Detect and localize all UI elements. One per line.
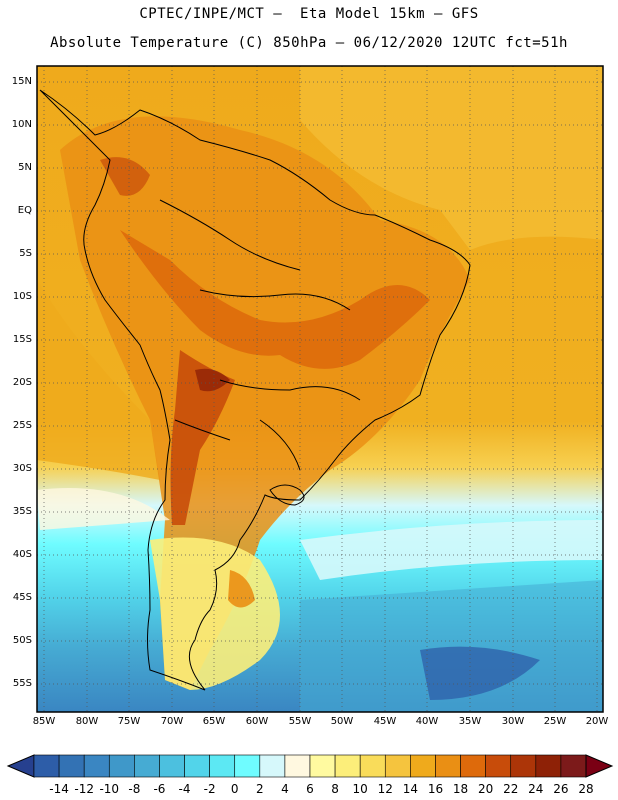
map-title-line1: CPTEC/INPE/MCT – Eta Model 15km – GFS [139, 6, 479, 22]
color-bar-label: 14 [402, 782, 418, 796]
color-bar-swatch [108, 754, 135, 778]
color-bar-swatch [134, 754, 160, 778]
lon-label: 70W [160, 716, 184, 727]
lon-label: 35W [458, 716, 482, 727]
color-bar-label: 2 [255, 782, 264, 796]
color-bar-label: -6 [153, 782, 166, 796]
lon-label: 80W [75, 716, 99, 727]
lat-label: 20S [12, 377, 32, 388]
color-bar-swatch [309, 754, 336, 778]
color-bar-swatch [334, 754, 361, 778]
lat-label: EQ [17, 205, 32, 216]
color-bar-label: -14 [49, 782, 69, 796]
lat-label: 55S [12, 678, 32, 689]
color-bar-swatch [460, 754, 486, 778]
plot-frame [36, 65, 604, 713]
color-bar-swatch [435, 754, 461, 778]
lat-label: 15S [12, 334, 32, 345]
color-bar-swatch [259, 754, 286, 778]
color-bar-label: -10 [99, 782, 120, 796]
color-bar-swatch [485, 754, 512, 778]
lon-label: 60W [245, 716, 269, 727]
lon-label: 25W [543, 716, 567, 727]
color-bar-label: 10 [352, 782, 368, 796]
color-bar-label: 8 [331, 782, 339, 796]
color-bar-label: -8 [128, 782, 141, 796]
lon-label: 40W [415, 716, 439, 727]
color-bar-swatch [560, 754, 587, 778]
lat-label: 45S [12, 592, 32, 603]
color-bar-swatch [510, 754, 537, 778]
color-bar-label: -2 [203, 782, 216, 796]
lon-label: 75W [117, 716, 141, 727]
temperature-field [37, 66, 603, 712]
color-bar-label: 22 [503, 782, 519, 796]
lat-label: 25S [12, 420, 32, 431]
temperature-map [36, 65, 604, 713]
lat-label: 10N [11, 119, 32, 130]
color-bar-swatch [384, 754, 411, 778]
lat-label: 5S [19, 248, 32, 259]
color-bar-swatch [58, 754, 85, 778]
color-bar-swatch [359, 754, 386, 778]
color-bar-label: 28 [578, 782, 594, 796]
color-bar-max-arrow [585, 754, 614, 778]
color-bar-swatch [83, 754, 110, 778]
lat-label: 40S [12, 549, 32, 560]
color-bar-swatch [159, 754, 185, 778]
lon-label: 50W [330, 716, 354, 727]
lon-label: 45W [373, 716, 397, 727]
color-bar [6, 754, 614, 778]
color-bar-label: 24 [528, 782, 544, 796]
color-bar-label: 26 [553, 782, 569, 796]
lat-label: 10S [12, 291, 32, 302]
lat-label: 50S [12, 635, 32, 646]
color-bar-label: -4 [178, 782, 191, 796]
lon-label: 85W [32, 716, 56, 727]
lon-label: 55W [288, 716, 312, 727]
lat-label: 35S [12, 506, 32, 517]
color-bar-swatch [234, 754, 261, 778]
color-bar-label: 4 [281, 782, 289, 796]
color-bar-swatch [410, 754, 436, 778]
color-bar-swatch [33, 754, 60, 778]
lat-label: 15N [11, 76, 32, 87]
color-bar-label: -12 [74, 782, 94, 796]
lat-label: 30S [12, 463, 32, 474]
color-bar-swatch [209, 754, 236, 778]
color-bar-swatch [284, 754, 311, 778]
color-bar-label: 20 [477, 782, 494, 796]
color-bar-swatch [535, 754, 562, 778]
color-bar-swatch [184, 754, 210, 778]
map-title-line2: Absolute Temperature (C) 850hPa – 06/12/… [50, 35, 568, 51]
color-bar-label: 12 [377, 782, 393, 796]
lon-label: 30W [501, 716, 525, 727]
color-bar-min-arrow [6, 754, 35, 778]
lon-label: 20W [585, 716, 609, 727]
coastlines [39, 89, 471, 691]
lon-label: 65W [202, 716, 226, 727]
color-bar-label: 6 [306, 782, 314, 796]
color-bar-label: 0 [230, 782, 239, 796]
lat-label: 5N [18, 162, 32, 173]
color-bar-label: 16 [427, 782, 444, 796]
color-bar-label: 18 [452, 782, 469, 796]
